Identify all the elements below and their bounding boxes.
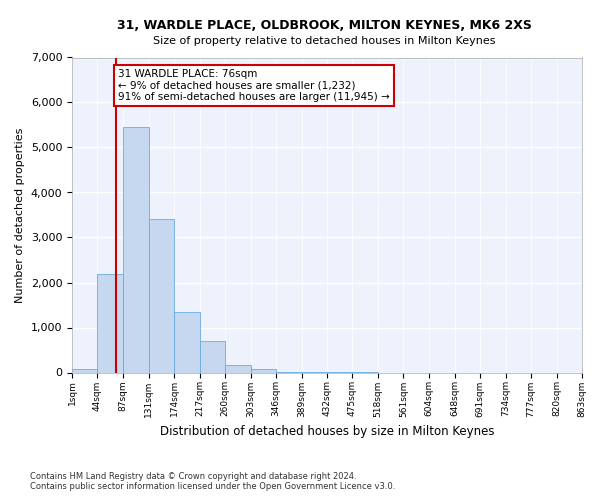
Text: 31 WARDLE PLACE: 76sqm
← 9% of detached houses are smaller (1,232)
91% of semi-d: 31 WARDLE PLACE: 76sqm ← 9% of detached … [118, 68, 390, 102]
Y-axis label: Number of detached properties: Number of detached properties [15, 128, 25, 302]
Bar [97, 274, 123, 372]
Text: Size of property relative to detached houses in Milton Keynes: Size of property relative to detached ho… [153, 36, 495, 46]
Bar [200, 341, 225, 372]
Bar [251, 369, 276, 372]
Text: Contains HM Land Registry data © Crown copyright and database right 2024.: Contains HM Land Registry data © Crown c… [30, 472, 356, 481]
Text: Contains public sector information licensed under the Open Government Licence v3: Contains public sector information licen… [30, 482, 395, 491]
Bar [149, 220, 175, 372]
Bar [175, 312, 200, 372]
Bar [123, 127, 149, 372]
Text: 31, WARDLE PLACE, OLDBROOK, MILTON KEYNES, MK6 2XS: 31, WARDLE PLACE, OLDBROOK, MILTON KEYNE… [116, 19, 532, 32]
Bar [72, 370, 97, 372]
X-axis label: Distribution of detached houses by size in Milton Keynes: Distribution of detached houses by size … [160, 425, 494, 438]
Bar [225, 364, 251, 372]
